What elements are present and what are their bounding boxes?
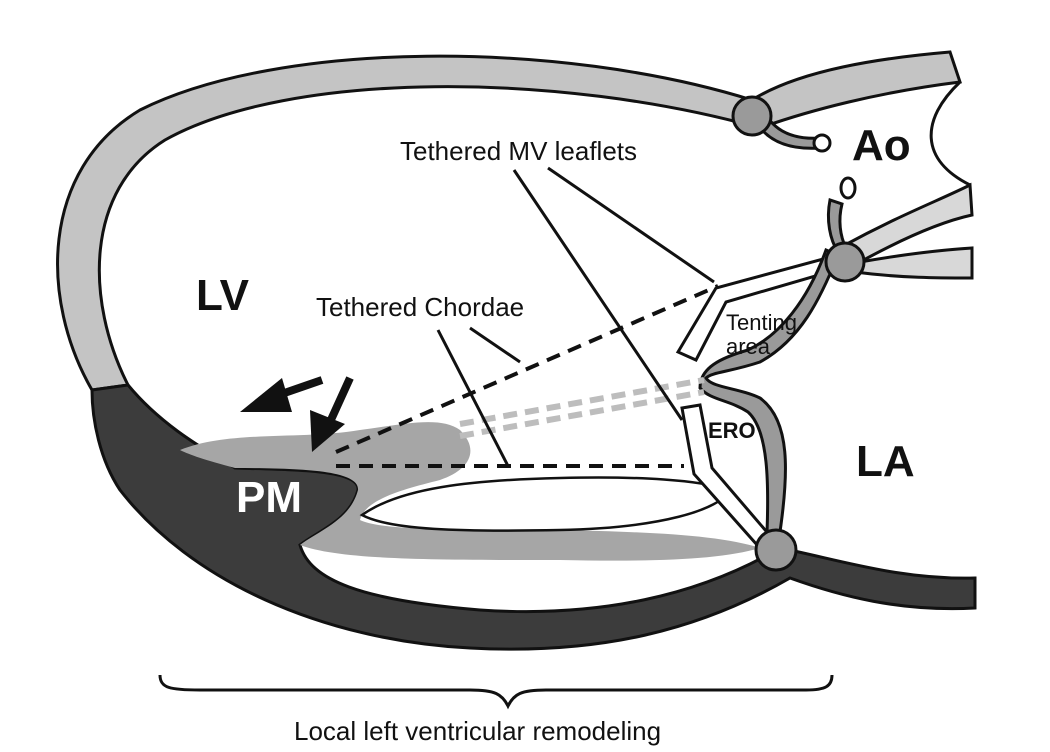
remodeling-brace	[158, 674, 834, 710]
label-lv: LV	[196, 271, 250, 320]
chordae-dashed-upper	[335, 284, 719, 454]
la-wall-upper	[842, 182, 974, 264]
lv-wall-lower	[90, 383, 977, 651]
aortic-leaflet-tip	[812, 133, 832, 153]
label-tenting-line2: area	[726, 334, 771, 359]
label-tenting-line1: Tenting	[726, 310, 797, 335]
pointer-chordae-lower	[436, 329, 510, 467]
label-tethered-mv-leaflets: Tethered MV leaflets	[400, 136, 637, 166]
aortic-commissure-tip	[839, 176, 857, 200]
label-tethered-chordae: Tethered Chordae	[316, 292, 524, 322]
la-wall-mid	[852, 246, 974, 280]
lv-wall-upper	[56, 54, 763, 392]
aortic-wall-upper	[750, 50, 963, 130]
label-ao: Ao	[852, 121, 911, 170]
label-la: LA	[856, 437, 915, 486]
arrow-down-icon	[310, 376, 354, 452]
caption-remodeling: Local left ventricular remodeling	[294, 716, 661, 746]
label-ero: ERO	[708, 418, 756, 443]
annulus-node-anterior	[824, 241, 866, 283]
aortic-root-outline	[929, 80, 971, 187]
label-pm: PM	[236, 473, 302, 522]
chordae-light-b	[459, 389, 705, 439]
chordae-light-a	[459, 377, 705, 427]
pointer-mv-posterior	[512, 169, 684, 421]
arrow-left-icon	[240, 376, 324, 412]
annulus-node-posterior	[754, 528, 798, 572]
annulus-node-aortic	[731, 95, 773, 137]
papillary-muscle-band	[180, 422, 760, 561]
pointer-mv-anterior	[547, 166, 715, 284]
pointer-chordae-upper	[469, 326, 521, 364]
